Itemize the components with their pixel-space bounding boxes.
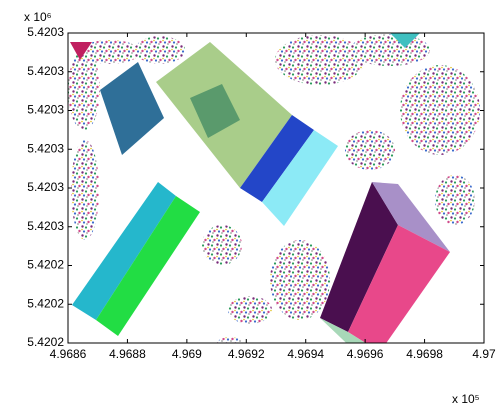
x-tick-label: 4.9698 bbox=[406, 347, 443, 361]
y-tick-label: 5.4203 bbox=[27, 180, 64, 194]
y-tick-label: 5.4203 bbox=[27, 141, 64, 155]
y-tick-label: 5.4203 bbox=[27, 25, 64, 39]
chart: x 10⁶ x 10⁵ 4.9686 4.9688 4.969 4.9692 4.969… bbox=[0, 0, 498, 408]
y-tick-label: 5.4203 bbox=[27, 64, 64, 78]
x-tick-label: 4.97 bbox=[472, 347, 496, 361]
x-tick-label: 4.9694 bbox=[287, 347, 324, 361]
y-tick-label: 5.4203 bbox=[27, 219, 64, 233]
y-tick-label: 5.4202 bbox=[27, 258, 64, 272]
x-tick-label: 4.9686 bbox=[50, 347, 87, 361]
x-exponent: x 10⁵ bbox=[452, 392, 480, 406]
y-tick-label: 5.4202 bbox=[27, 296, 64, 310]
x-tick-label: 4.969 bbox=[172, 347, 202, 361]
x-tick-label: 4.9688 bbox=[109, 347, 146, 361]
x-tick-label: 4.9696 bbox=[347, 347, 384, 361]
y-tick-label: 5.4203 bbox=[27, 103, 64, 117]
y-tick-label: 5.4202 bbox=[27, 335, 64, 349]
y-exponent: x 10⁶ bbox=[24, 10, 52, 24]
x-tick-label: 4.9692 bbox=[228, 347, 265, 361]
